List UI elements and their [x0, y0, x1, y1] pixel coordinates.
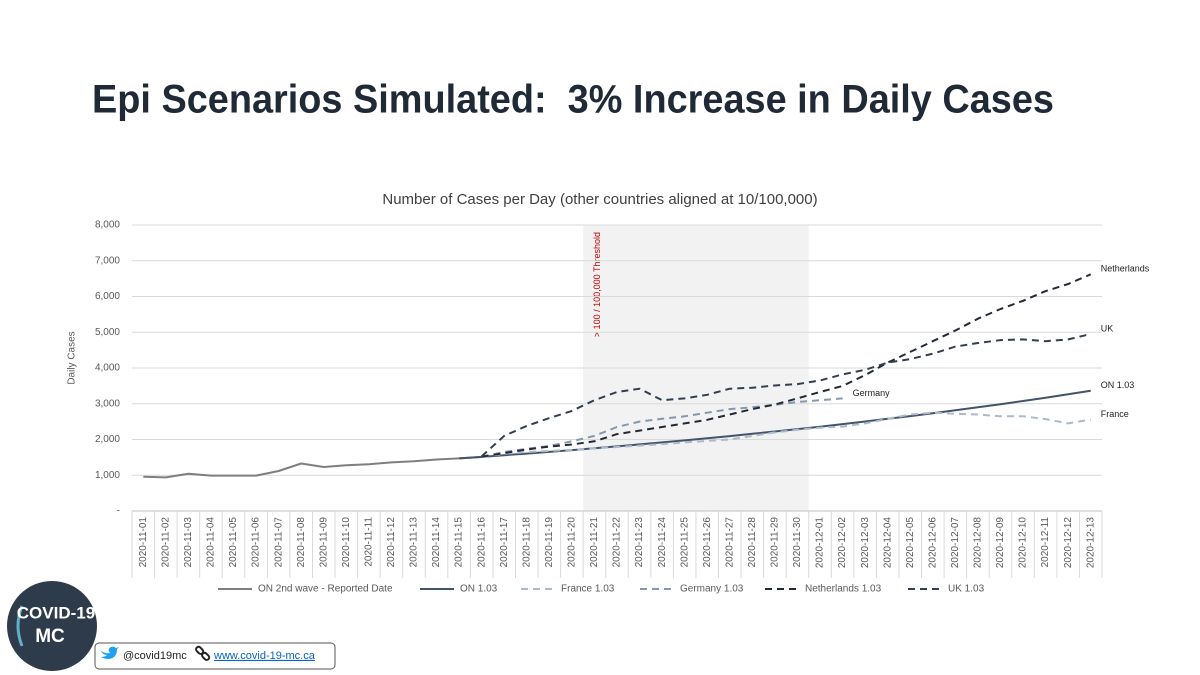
legend-label: ON 1.03	[460, 584, 498, 595]
end-label: ON 1.03	[1101, 380, 1135, 390]
x-tick-label: 2020-12-01	[815, 517, 826, 569]
legend-label: ON 2nd wave - Reported Date	[258, 584, 393, 595]
x-tick-label: 2020-12-06	[927, 517, 938, 569]
logo-text: COVID-19	[17, 603, 95, 622]
x-tick-label: 2020-11-05	[228, 517, 239, 568]
x-tick-label: 2020-12-11	[1040, 517, 1051, 568]
x-tick-label: 2020-12-02	[837, 517, 848, 569]
x-tick-label: 2020-11-04	[206, 517, 217, 568]
x-tick-label: 2020-11-14	[431, 517, 442, 568]
series-line	[481, 333, 1091, 458]
x-tick-label: 2020-11-29	[770, 517, 781, 568]
x-tick-label: 2020-11-25	[679, 517, 690, 568]
x-tick-label: 2020-11-16	[476, 517, 487, 568]
end-label: Germany	[853, 388, 891, 398]
series-line	[481, 411, 1091, 458]
x-tick-label: 2020-11-12	[386, 517, 397, 568]
x-tick-label: 2020-11-27	[724, 517, 735, 568]
x-tick-label: 2020-11-30	[792, 517, 803, 568]
x-tick-label: 2020-12-10	[1018, 517, 1029, 569]
x-tick-label: 2020-12-04	[882, 517, 893, 569]
x-tick-label: 2020-12-07	[950, 517, 961, 569]
y-axis-label: Daily Cases	[67, 331, 78, 384]
end-label: UK	[1101, 323, 1114, 333]
legend-label: Netherlands 1.03	[805, 584, 882, 595]
footer-box	[94, 642, 336, 670]
y-tick-label: 6,000	[95, 291, 120, 302]
x-tick-label: 2020-11-10	[341, 517, 352, 568]
link-icon	[195, 645, 211, 661]
legend-label: UK 1.03	[948, 584, 985, 595]
x-tick-label: 2020-11-13	[409, 517, 420, 568]
x-tick-label: 2020-11-19	[544, 517, 555, 568]
y-tick-label: 8,000	[95, 220, 120, 231]
logo-circle	[7, 581, 97, 671]
x-tick-label: 2020-11-24	[657, 517, 668, 568]
x-tick-label: 2020-11-03	[183, 517, 194, 568]
x-tick-label: 2020-11-15	[454, 517, 465, 568]
x-tick-label: 2020-12-05	[905, 517, 916, 569]
x-tick-label: 2020-11-23	[634, 517, 645, 568]
series-line	[143, 456, 482, 479]
x-tick-label: 2020-11-17	[499, 517, 510, 568]
x-tick-label: 2020-12-08	[973, 517, 984, 569]
twitter-handle: @covid19mc	[123, 650, 187, 662]
x-tick-label: 2020-11-20	[567, 517, 578, 568]
y-tick-label: 3,000	[95, 398, 120, 409]
x-tick-label: 2020-11-08	[296, 517, 307, 568]
y-tick-label: -	[117, 506, 120, 517]
legend-label: Germany 1.03	[680, 584, 744, 595]
x-tick-label: 2020-12-03	[860, 517, 871, 569]
x-tick-label: 2020-11-01	[138, 517, 149, 568]
x-tick-label: 2020-11-18	[521, 517, 532, 568]
y-tick-label: 7,000	[95, 255, 120, 266]
y-tick-label: 4,000	[95, 363, 120, 374]
x-tick-label: 2020-12-12	[1063, 517, 1074, 569]
region-label: > 100 / 100,000 Threshold	[592, 232, 602, 337]
x-tick-label: 2020-12-09	[995, 517, 1006, 569]
x-tick-label: 2020-11-11	[364, 517, 375, 567]
logo-text: MC	[35, 626, 65, 647]
y-tick-label: 2,000	[95, 434, 120, 445]
chart-title: Number of Cases per Day (other countries…	[382, 191, 817, 208]
end-label: Netherlands	[1101, 264, 1150, 274]
x-tick-label: 2020-12-13	[1085, 517, 1096, 569]
y-tick-label: 5,000	[95, 327, 120, 338]
x-tick-label: 2020-11-22	[612, 517, 623, 568]
x-tick-label: 2020-11-02	[160, 517, 171, 568]
legend-label: France 1.03	[561, 584, 615, 595]
logo-arc	[16, 605, 24, 647]
website-link[interactable]: www.covid-19-mc.ca	[213, 650, 316, 662]
end-label: France	[1101, 409, 1129, 419]
x-tick-label: 2020-11-07	[273, 517, 284, 568]
series-line	[481, 273, 1092, 458]
x-tick-label: 2020-11-06	[251, 517, 262, 568]
x-tick-label: 2020-11-09	[318, 517, 329, 568]
x-tick-label: 2020-11-21	[589, 517, 600, 568]
x-tick-label: 2020-11-28	[747, 517, 758, 568]
twitter-icon	[101, 646, 119, 659]
y-tick-label: 1,000	[95, 470, 120, 481]
x-tick-label: 2020-11-26	[702, 517, 713, 568]
slide-title: Epi Scenarios Simulated: 3% Increase in …	[92, 78, 1054, 122]
